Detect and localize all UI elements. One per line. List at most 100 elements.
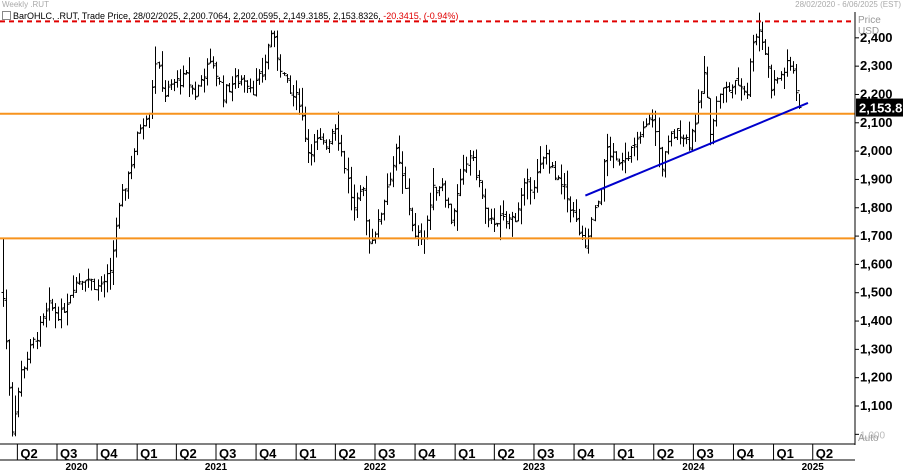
ohlc-bar (50, 298, 55, 311)
ohlc-bar (349, 166, 354, 211)
ohlc-bar (245, 80, 250, 93)
ohlc-bar (169, 79, 174, 91)
ohlc-bar (300, 87, 305, 121)
date-range: 28/02/2020 - 6/06/2025 (EST) (795, 0, 901, 9)
ohlc-bar (660, 146, 665, 177)
ohlc-bar (538, 146, 543, 174)
ohlc-bar (480, 180, 485, 199)
ohlc-bar (550, 162, 555, 168)
ohlc-bar (321, 133, 326, 145)
ohlc-bar (157, 61, 162, 69)
ohlc-bar (166, 80, 171, 97)
ohlc-bar (779, 71, 784, 81)
ohlc-bar (288, 75, 293, 95)
ohlc-bar (199, 75, 204, 87)
ohlc-bar (687, 121, 692, 151)
x-year-label: 2025 (802, 462, 825, 471)
ohlc-bar (739, 78, 744, 101)
ohlc-bar (361, 186, 366, 197)
ohlc-bar (99, 276, 104, 292)
ohlc-bar (644, 118, 649, 128)
ohlc-bar (339, 134, 344, 157)
ohlc-bar (772, 70, 777, 96)
ohlc-bar (272, 30, 277, 48)
ohlc-bar (785, 49, 790, 77)
ohlc-bar (355, 192, 360, 218)
ohlc-bar (22, 366, 27, 379)
ohlc-bar (492, 208, 497, 233)
ohlc-bar (16, 387, 21, 418)
ohlc-bar (528, 177, 533, 205)
ohlc-bar (221, 75, 226, 108)
x-quarter-label: Q3 (537, 446, 554, 461)
x-quarter-label: Q1 (140, 446, 157, 461)
ohlc-bar (681, 134, 686, 147)
x-quarter-label: Q3 (696, 446, 713, 461)
ohlc-bar (553, 160, 558, 181)
y-tick-label: 1,900 (860, 171, 893, 186)
ohlc-bar (309, 144, 314, 166)
ohlc-bar (775, 77, 780, 84)
ohlc-bar (254, 68, 259, 97)
ohlc-bar (519, 188, 524, 225)
ohlc-bar (379, 212, 384, 225)
ohlc-bar (68, 294, 73, 304)
ohlc-bar (352, 184, 357, 221)
ohlc-bar (635, 131, 640, 161)
x-quarter-label: Q2 (497, 446, 514, 461)
ohlc-bar (333, 124, 338, 141)
ohlc-bar (364, 175, 369, 236)
ohlc-bar (468, 150, 473, 176)
y-tick-label: 1,400 (860, 313, 893, 328)
ohlc-bar (62, 302, 67, 313)
y-tick-label: 1,700 (860, 228, 893, 243)
y-tick-label: 1,800 (860, 200, 893, 215)
ohlc-bar (690, 128, 695, 151)
ohlc-bar (605, 133, 610, 177)
ohlc-bar (754, 33, 759, 46)
ohlc-bar (437, 186, 442, 197)
ohlc-bar (38, 316, 43, 347)
ohlc-bar (96, 279, 101, 301)
ohlc-bar (474, 149, 479, 181)
ohlc-bar (187, 57, 192, 98)
ohlc-bar (291, 84, 296, 107)
y-tick-label: 1,600 (860, 256, 893, 271)
ohlc-bar (400, 151, 405, 194)
x-quarter-label: Q2 (20, 446, 37, 461)
y-tick-label: 2,200 (860, 86, 893, 101)
ohlc-bar (367, 219, 372, 254)
x-quarter-label: Q4 (100, 446, 118, 461)
ohlc-bar (44, 302, 49, 328)
ohlc-bar (574, 199, 579, 222)
ohlc-bar (376, 209, 381, 239)
ohlc-bar (275, 30, 280, 71)
ohlc-bar (461, 154, 466, 185)
ohlc-bar (35, 332, 40, 350)
ohlc-bar (678, 120, 683, 145)
ohlc-bar (782, 67, 787, 90)
ohlc-bar (74, 276, 79, 293)
ohlc-bar (699, 91, 704, 109)
ohlc-bar (736, 67, 741, 86)
x-year-label: 2023 (523, 462, 546, 471)
x-quarter-label: Q2 (657, 446, 674, 461)
x-quarter-label: Q3 (378, 446, 395, 461)
ohlc-bar (751, 34, 756, 72)
ohlc-bar (388, 172, 393, 186)
ohlc-bar (571, 202, 576, 218)
ohlc-bar (419, 223, 424, 245)
ohlc-bar (623, 142, 628, 174)
ohlc-bar (525, 168, 530, 200)
ohlc-bar (391, 156, 396, 188)
ohlc-bar (593, 205, 598, 222)
ohlc-bar (611, 143, 616, 169)
x-quarter-label: Q4 (577, 446, 595, 461)
ohlc-bar (632, 137, 637, 157)
ohlc-bar (455, 184, 460, 231)
ohlc-bar (266, 43, 271, 70)
x-quarter-label: Q1 (617, 446, 634, 461)
ohlc-bar (705, 66, 710, 98)
ohlc-bar (233, 68, 238, 89)
